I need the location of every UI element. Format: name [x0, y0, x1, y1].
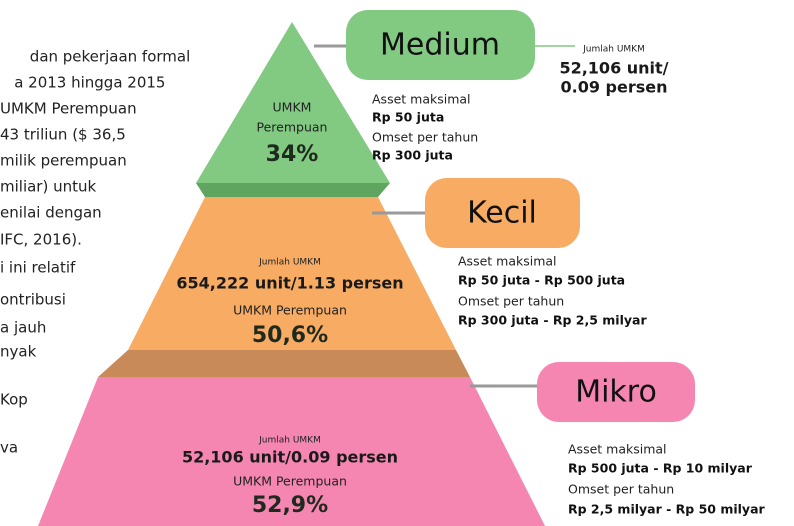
info: Rp 500 juta - Rp 10 milyar — [568, 461, 753, 476]
tier-shadow — [98, 350, 470, 377]
label-box — [425, 178, 580, 248]
body-text-line: a 2013 hingga 2015 — [14, 74, 165, 92]
caption: Jumlah UMKM — [582, 45, 645, 55]
caption: Jumlah UMKM — [258, 258, 321, 268]
pyramid-text: UMKM — [273, 100, 312, 115]
count: 0.09 persen — [560, 78, 667, 97]
body-text-line: a jauh — [0, 319, 46, 337]
body-text-line: nyak — [0, 343, 37, 361]
count: 52,106 unit/0.09 persen — [182, 448, 398, 467]
body-text-line: ontribusi — [0, 291, 66, 309]
pyramid-text: UMKM Perempuan — [233, 303, 347, 318]
info: Omset per tahun — [372, 130, 478, 145]
share: 52,9% — [252, 493, 328, 518]
share: 50,6% — [252, 323, 328, 348]
tier-label: Mikro — [575, 375, 657, 410]
tier-medium — [196, 22, 390, 183]
info: Rp 50 juta - Rp 500 juta — [458, 273, 625, 288]
label-box — [537, 362, 695, 422]
share: 34% — [266, 142, 319, 167]
body-text-line: 43 triliun ($ 36,5 — [0, 126, 126, 144]
info: Rp 300 juta — [372, 148, 453, 163]
info: Omset per tahun — [568, 482, 674, 497]
info: Rp 50 juta — [372, 110, 444, 125]
left-text: dan pekerjaan formal a 2013 hingga 2015 UM… — [0, 48, 190, 457]
body-text-line: dan pekerjaan formal — [30, 48, 190, 66]
body-text-line: enilai dengan — [0, 204, 102, 222]
info: Rp 300 juta - Rp 2,5 milyar — [458, 313, 647, 328]
body-text-line: Kop — [0, 391, 28, 409]
label-box — [346, 10, 535, 80]
tier-label: Medium — [380, 28, 500, 63]
info: Omset per tahun — [458, 294, 564, 309]
count: 654,222 unit/1.13 persen — [176, 274, 403, 293]
body-text-line: miliar) untuk — [0, 178, 96, 196]
info: Asset maksimal — [568, 442, 667, 457]
tier-shadow — [196, 183, 390, 197]
tier-label: Kecil — [467, 196, 537, 231]
pyramid-text: Perempuan — [257, 120, 328, 135]
body-text-line: UMKM Perempuan — [0, 100, 137, 118]
pyramid-text: UMKM Perempuan — [233, 474, 347, 489]
count: 52,106 unit/ — [559, 59, 668, 78]
tier-mikro — [38, 377, 545, 526]
tier-kecil — [128, 197, 456, 350]
body-text-line: i ini relatif — [0, 259, 76, 277]
body-text-line: IFC, 2016). — [0, 231, 82, 249]
body-text-line: va — [0, 439, 18, 457]
info: Asset maksimal — [372, 92, 471, 107]
caption: Jumlah UMKM — [258, 436, 321, 446]
info: Asset maksimal — [458, 254, 557, 269]
body-text-line: milik perempuan — [0, 152, 127, 170]
info: Rp 2,5 milyar - Rp 50 milyar — [568, 502, 766, 517]
